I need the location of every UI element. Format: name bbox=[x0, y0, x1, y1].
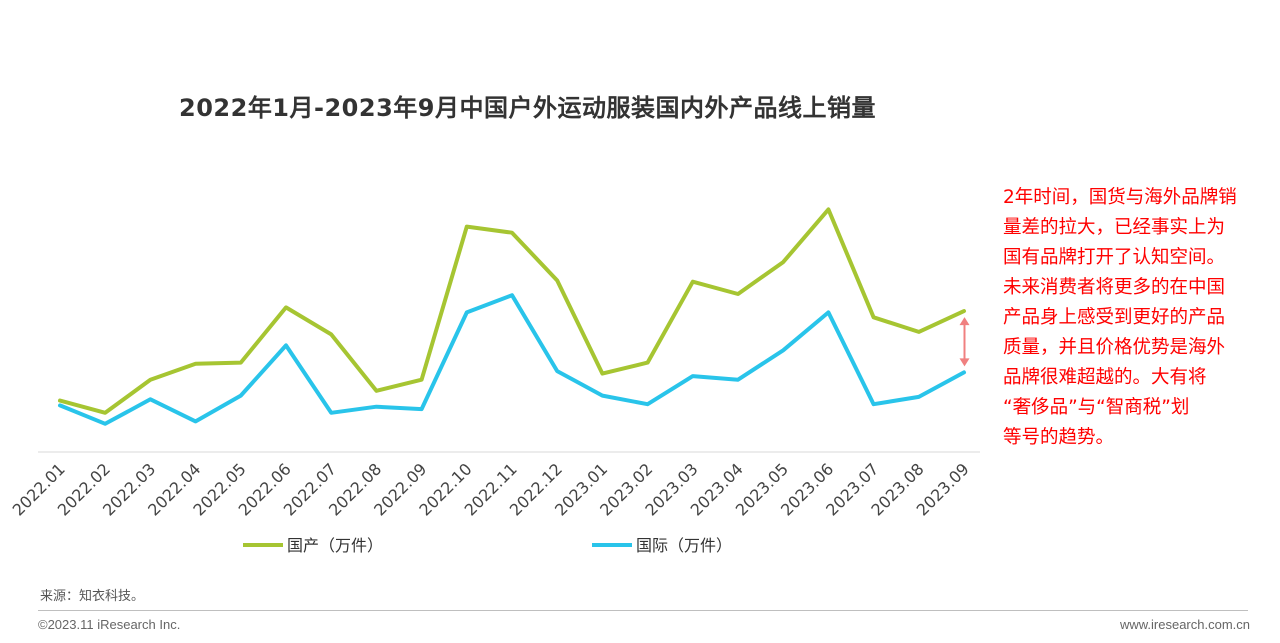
gap-arrow-head bbox=[959, 317, 970, 326]
gap-arrow-head bbox=[959, 358, 970, 367]
line-chart: 2022.012022.022022.032022.042022.052022.… bbox=[9, 207, 980, 555]
annotation-line: 国有品牌打开了认知空间。 bbox=[1003, 247, 1226, 268]
series-line-international bbox=[58, 293, 966, 426]
annotation-line: 等号的趋势。 bbox=[1003, 427, 1115, 448]
annotation-line: 质量，并且价格优势是海外 bbox=[1003, 337, 1226, 358]
annotation-line: 产品身上感受到更好的产品 bbox=[1003, 307, 1226, 328]
website-link[interactable]: www.iresearch.com.cn bbox=[1119, 617, 1250, 632]
annotation-line: 量差的拉大，已经事实上为 bbox=[1003, 217, 1226, 238]
annotation-line: 品牌很难超越的。大有将 bbox=[1003, 367, 1207, 388]
chart-title: 2022年1月-2023年9月中国户外运动服装国内外产品线上销量 bbox=[179, 94, 876, 122]
annotation-line: “奢侈品”与“智商税”划 bbox=[1003, 397, 1190, 418]
annotation-line: 未来消费者将更多的在中国 bbox=[1003, 277, 1226, 298]
footer-divider bbox=[38, 610, 1248, 611]
annotation-line: 2年时间，国货与海外品牌销 bbox=[1003, 187, 1237, 208]
legend-label: 国际（万件） bbox=[636, 536, 732, 555]
source-note: 来源：知衣科技。 bbox=[40, 589, 145, 604]
legend-label: 国产（万件） bbox=[287, 536, 383, 555]
copyright: ©2023.11 iResearch Inc. bbox=[38, 617, 181, 632]
annotation-text: 2年时间，国货与海外品牌销 量差的拉大，已经事实上为 国有品牌打开了认知空间。 未来消… bbox=[1003, 183, 1271, 453]
